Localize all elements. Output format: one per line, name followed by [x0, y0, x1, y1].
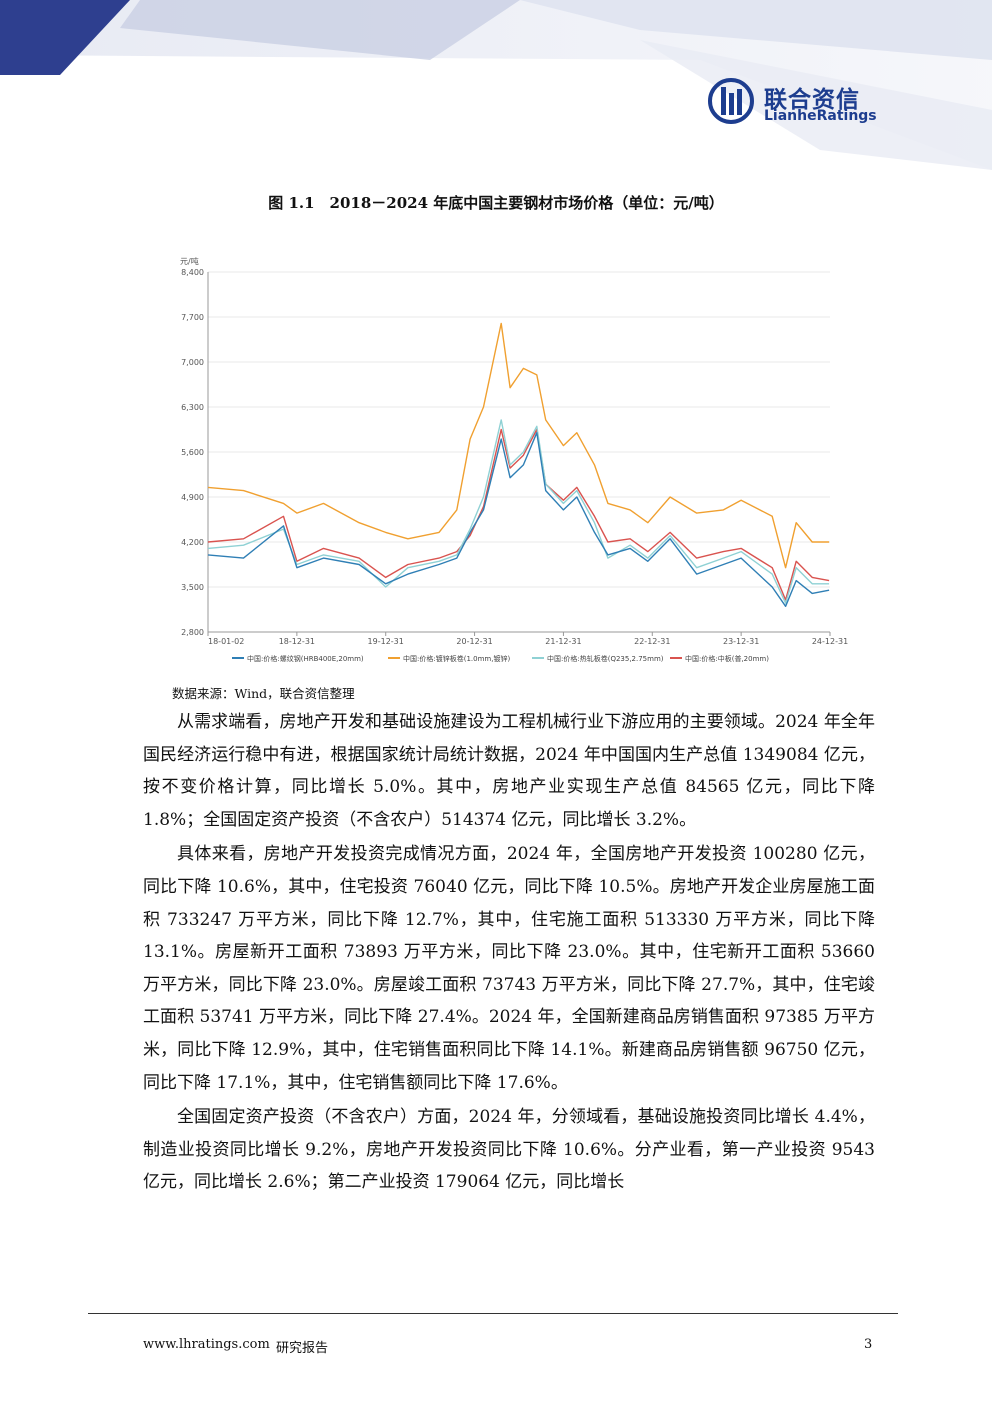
y-tick-label: 8,400	[181, 268, 204, 277]
figure-source: 数据来源：Wind，联合资信整理	[172, 683, 355, 702]
y-tick-label: 3,500	[181, 583, 204, 592]
legend-label-0: 中国:价格:螺纹钢(HRB400E,20mm)	[247, 654, 364, 663]
y-tick-label: 7,700	[181, 313, 204, 322]
x-tick-label: 23-12-31	[723, 637, 759, 646]
y-tick-label: 4,900	[181, 493, 204, 502]
y-tick-label: 5,600	[181, 448, 204, 457]
legend-label-1: 中国:价格:镀锌板卷(1.0mm,镀锌)	[403, 654, 510, 663]
figure-title: 图 1.1 2018－2024 年底中国主要钢材市场价格（单位：元/吨）	[0, 192, 992, 213]
series-line-0	[208, 433, 829, 607]
x-tick-label: 19-12-31	[368, 637, 404, 646]
paragraph-demand: 从需求端看，房地产开发和基础设施建设为工程机械行业下游应用的主要领域。2024 …	[143, 706, 875, 836]
paragraph-fixed-investment: 全国固定资产投资（不含农户）方面，2024 年，分领域看，基础设施投资同比增长 …	[143, 1101, 875, 1199]
logo-english-name: LianheRatings	[764, 108, 877, 124]
x-tick-label: 22-12-31	[634, 637, 670, 646]
footer-url[interactable]: www.lhratings.com	[143, 1337, 270, 1352]
footer-divider	[88, 1313, 898, 1314]
lianhe-logo-icon	[708, 78, 754, 124]
series-line-3	[208, 430, 829, 600]
series-line-1	[208, 323, 829, 567]
company-logo: 联合资信 LianheRatings	[708, 78, 888, 128]
x-tick-label: 21-12-31	[545, 637, 581, 646]
x-tick-label: 20-12-31	[456, 637, 492, 646]
legend-label-2: 中国:价格:热轧板卷(Q235,2.75mm)	[547, 654, 664, 663]
steel-price-chart: 元/吨 8,400 7,700 7,000 6,300 5,600 4,900 4,200 3,…	[160, 250, 850, 670]
y-axis-unit-label: 元/吨	[180, 256, 199, 266]
paragraph-real-estate: 具体来看，房地产开发投资完成情况方面，2024 年，全国房地产开发投资 1002…	[143, 838, 875, 1099]
footer-label: 研究报告	[276, 1337, 328, 1356]
legend-label-3: 中国:价格:中板(普,20mm)	[685, 654, 769, 663]
body-text: 从需求端看，房地产开发和基础设施建设为工程机械行业下游应用的主要领域。2024 …	[143, 706, 875, 1201]
y-tick-label: 7,000	[181, 358, 204, 367]
y-tick-label: 6,300	[181, 403, 204, 412]
page-number: 3	[864, 1337, 872, 1352]
x-tick-label: 18-01-02	[208, 637, 244, 646]
x-tick-label: 18-12-31	[279, 637, 315, 646]
x-tick-label: 24-12-31	[812, 637, 848, 646]
y-tick-label: 2,800	[181, 628, 204, 637]
y-tick-label: 4,200	[181, 538, 204, 547]
